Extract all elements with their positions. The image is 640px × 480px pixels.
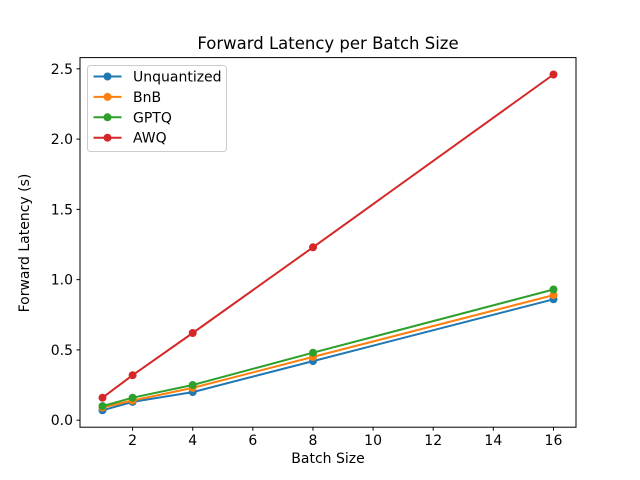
series-line-unquantized bbox=[102, 298, 554, 412]
data-point-awq-x2 bbox=[128, 371, 137, 380]
legend-box bbox=[87, 65, 227, 152]
x-tick-label: 16 bbox=[545, 433, 563, 449]
x-axis-label: Batch Size bbox=[291, 451, 365, 467]
legend-label-awq: AWQ bbox=[133, 131, 167, 147]
x-tick-label: 8 bbox=[309, 433, 318, 449]
x-tick-label: 6 bbox=[248, 433, 257, 449]
data-point-gptq-x4 bbox=[188, 381, 197, 389]
data-point-awq-x4 bbox=[188, 329, 197, 337]
legend-label-gptq: GPTQ bbox=[133, 110, 172, 126]
data-point-awq-x8 bbox=[309, 243, 317, 252]
legend-marker-icon-bnb bbox=[103, 92, 112, 101]
x-tick-label: 12 bbox=[424, 433, 442, 449]
data-point-gptq-x2 bbox=[128, 393, 137, 402]
y-tick-label: 2.5 bbox=[51, 62, 73, 78]
chart-title: Forward Latency per Batch Size bbox=[197, 34, 459, 53]
x-tick-label: 4 bbox=[188, 433, 197, 449]
data-point-bnb-x16 bbox=[549, 291, 558, 300]
legend-label-bnb: BnB bbox=[133, 90, 161, 106]
data-point-awq-x16 bbox=[549, 70, 558, 79]
y-tick-label: 2.0 bbox=[51, 132, 73, 148]
legend-label-unquantized: Unquantized bbox=[133, 70, 222, 86]
data-point-gptq-x8 bbox=[309, 348, 317, 357]
legend-marker-icon-unquantized bbox=[103, 72, 112, 81]
x-tick-label: 10 bbox=[364, 433, 382, 449]
data-point-awq-x1 bbox=[98, 393, 107, 402]
y-axis-label: Forward Latency (s) bbox=[17, 173, 33, 313]
x-tick-label: 14 bbox=[484, 433, 502, 449]
axes-frame bbox=[79, 57, 577, 428]
x-tick-label: 2 bbox=[128, 433, 137, 449]
legend-marker-icon-awq bbox=[103, 133, 112, 142]
data-point-gptq-x1 bbox=[98, 402, 107, 411]
y-tick-label: 1.0 bbox=[51, 273, 73, 289]
legend-marker-icon-gptq bbox=[103, 113, 112, 122]
data-point-gptq-x16 bbox=[549, 285, 558, 294]
y-tick-label: 0.0 bbox=[51, 413, 73, 429]
y-tick-label: 0.5 bbox=[51, 343, 73, 359]
y-tick-label: 1.5 bbox=[51, 202, 73, 218]
